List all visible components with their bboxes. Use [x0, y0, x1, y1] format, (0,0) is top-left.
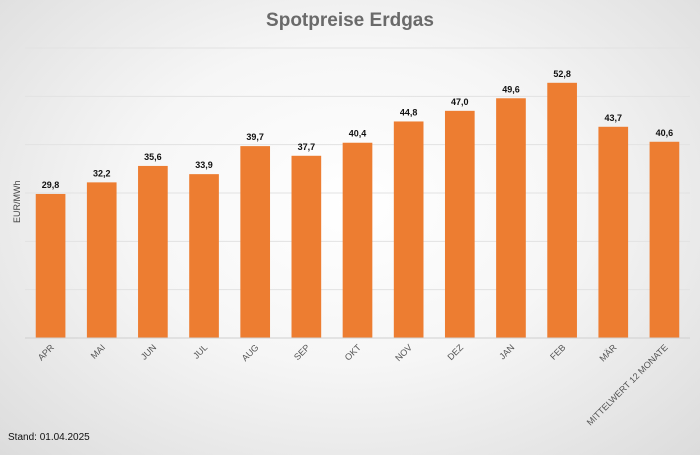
bar	[598, 126, 629, 339]
x-tick-label: JUN	[139, 342, 158, 361]
data-label: 40,4	[349, 129, 367, 139]
x-tick-label: MAI	[89, 342, 107, 360]
bar	[86, 182, 117, 338]
x-tick-label: NOV	[393, 342, 414, 363]
bar	[35, 193, 66, 338]
data-label: 32,2	[93, 168, 111, 178]
bar	[393, 121, 424, 338]
data-label: 39,7	[246, 132, 264, 142]
chart-title: Spotpreise Erdgas	[266, 10, 434, 31]
x-tick-label: AUG	[240, 342, 261, 363]
data-label: 47,0	[451, 97, 469, 107]
stand-date-note: Stand: 01.04.2025	[8, 432, 90, 443]
data-label: 44,8	[400, 107, 418, 117]
data-label: 29,8	[42, 180, 60, 190]
bar	[649, 141, 680, 338]
data-label: 52,8	[553, 69, 571, 79]
x-tick-label: OKT	[343, 342, 364, 363]
bar	[342, 142, 373, 338]
data-label: 49,6	[502, 84, 520, 94]
x-tick-label: JAN	[497, 342, 516, 361]
x-tick-label: SEP	[292, 342, 312, 362]
data-label: 35,6	[144, 152, 162, 162]
x-tick-label: APR	[36, 342, 57, 363]
data-label: 43,7	[605, 113, 623, 123]
x-tick-label: MÄR	[597, 342, 619, 364]
x-tick-label: JUL	[191, 342, 209, 360]
data-label: 33,9	[195, 160, 213, 170]
x-tick-label: FEB	[548, 342, 567, 361]
bar	[291, 155, 322, 338]
bar	[496, 98, 526, 339]
bar	[444, 110, 475, 338]
data-label: 40,6	[656, 128, 674, 138]
bar	[547, 82, 577, 338]
x-tick-label: DEZ	[445, 342, 465, 362]
bar	[138, 165, 168, 338]
bar	[189, 174, 219, 338]
bar	[240, 146, 271, 338]
data-label: 37,7	[298, 142, 316, 152]
